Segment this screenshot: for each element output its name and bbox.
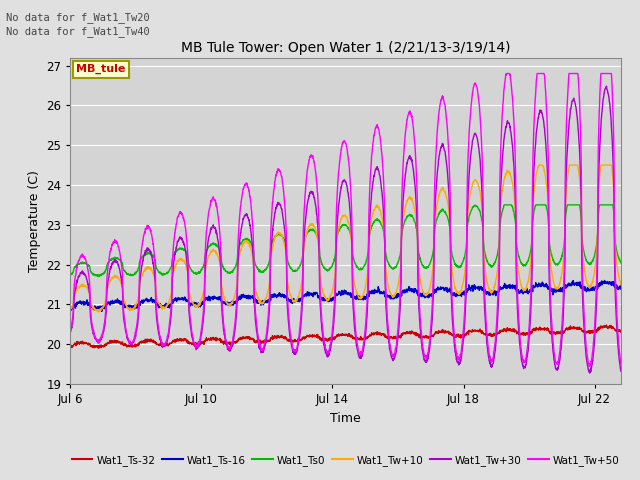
Wat1_Ts-32 [601, 324, 609, 329]
Wat1_Tw+10 [320, 292, 328, 298]
Wat1_Tw+10 [617, 282, 625, 288]
Wat1_Ts-16 [98, 309, 106, 314]
Line: Wat1_Ts-32: Wat1_Ts-32 [70, 325, 621, 348]
Wat1_Ts0 [94, 274, 102, 279]
X-axis label: Time: Time [330, 411, 361, 425]
Wat1_Ts0 [602, 202, 609, 208]
Wat1_Ts-32 [95, 343, 102, 349]
Wat1_Ts-32 [500, 327, 508, 333]
Wat1_Ts-16 [67, 308, 74, 313]
Wat1_Tw+50 [95, 340, 102, 346]
Wat1_Tw+50 [500, 88, 508, 94]
Text: MB_tule: MB_tule [76, 64, 125, 74]
Wat1_Tw+50 [586, 364, 593, 370]
Text: No data for f_Wat1_Tw20: No data for f_Wat1_Tw20 [6, 12, 150, 23]
Wat1_Ts0 [617, 260, 625, 266]
Wat1_Ts0 [601, 202, 609, 208]
Wat1_Ts0 [67, 271, 74, 277]
Wat1_Ts-32 [320, 338, 328, 344]
Wat1_Tw+30 [586, 370, 593, 376]
Wat1_Tw+10 [601, 162, 609, 168]
Wat1_Tw+10 [67, 306, 74, 312]
Wat1_Ts-16 [335, 291, 342, 297]
Wat1_Tw+10 [602, 162, 609, 168]
Wat1_Tw+10 [95, 307, 102, 313]
Wat1_Ts-32 [94, 345, 102, 351]
Line: Wat1_Tw+30: Wat1_Tw+30 [70, 86, 621, 373]
Wat1_Ts0 [335, 229, 342, 235]
Text: No data for f_Wat1_Tw40: No data for f_Wat1_Tw40 [6, 26, 150, 37]
Wat1_Tw+50 [319, 333, 327, 339]
Wat1_Tw+30 [617, 368, 625, 374]
Wat1_Tw+30 [500, 138, 508, 144]
Wat1_Tw+30 [67, 328, 74, 334]
Wat1_Tw+50 [502, 71, 510, 76]
Wat1_Tw+30 [601, 86, 609, 92]
Wat1_Tw+50 [334, 178, 342, 183]
Wat1_Ts-16 [601, 279, 609, 285]
Wat1_Tw+50 [601, 71, 609, 76]
Wat1_Tw+30 [601, 86, 609, 92]
Wat1_Tw+10 [94, 309, 102, 315]
Wat1_Ts-16 [500, 285, 508, 290]
Wat1_Tw+50 [67, 327, 74, 333]
Wat1_Tw+10 [335, 226, 342, 232]
Wat1_Ts0 [500, 203, 508, 208]
Wat1_Tw+10 [500, 177, 508, 183]
Wat1_Tw+30 [603, 83, 611, 89]
Wat1_Ts-16 [320, 295, 328, 300]
Wat1_Ts0 [500, 202, 508, 208]
Wat1_Ts-32 [335, 332, 342, 337]
Line: Wat1_Ts0: Wat1_Ts0 [70, 205, 621, 276]
Wat1_Tw+50 [602, 71, 609, 76]
Wat1_Ts0 [320, 265, 328, 271]
Legend: Wat1_Ts-32, Wat1_Ts-16, Wat1_Ts0, Wat1_Tw+10, Wat1_Tw+30, Wat1_Tw+50: Wat1_Ts-32, Wat1_Ts-16, Wat1_Ts0, Wat1_T… [67, 451, 624, 470]
Wat1_Ts-16 [602, 279, 609, 285]
Line: Wat1_Tw+10: Wat1_Tw+10 [70, 165, 621, 312]
Wat1_Tw+30 [319, 339, 327, 345]
Wat1_Tw+50 [617, 361, 625, 367]
Title: MB Tule Tower: Open Water 1 (2/21/13-3/19/14): MB Tule Tower: Open Water 1 (2/21/13-3/1… [181, 41, 510, 55]
Wat1_Ts-16 [601, 277, 609, 283]
Wat1_Tw+30 [334, 210, 342, 216]
Wat1_Ts-16 [95, 305, 102, 311]
Wat1_Ts-32 [617, 329, 625, 335]
Wat1_Ts-32 [67, 343, 74, 348]
Wat1_Ts-32 [603, 322, 611, 328]
Line: Wat1_Tw+50: Wat1_Tw+50 [70, 73, 621, 367]
Wat1_Ts0 [95, 273, 102, 278]
Wat1_Ts-16 [617, 286, 625, 292]
Wat1_Tw+10 [535, 162, 543, 168]
Line: Wat1_Ts-16: Wat1_Ts-16 [70, 280, 621, 312]
Wat1_Tw+30 [95, 340, 102, 346]
Wat1_Ts-32 [601, 323, 609, 329]
Y-axis label: Temperature (C): Temperature (C) [28, 170, 41, 272]
